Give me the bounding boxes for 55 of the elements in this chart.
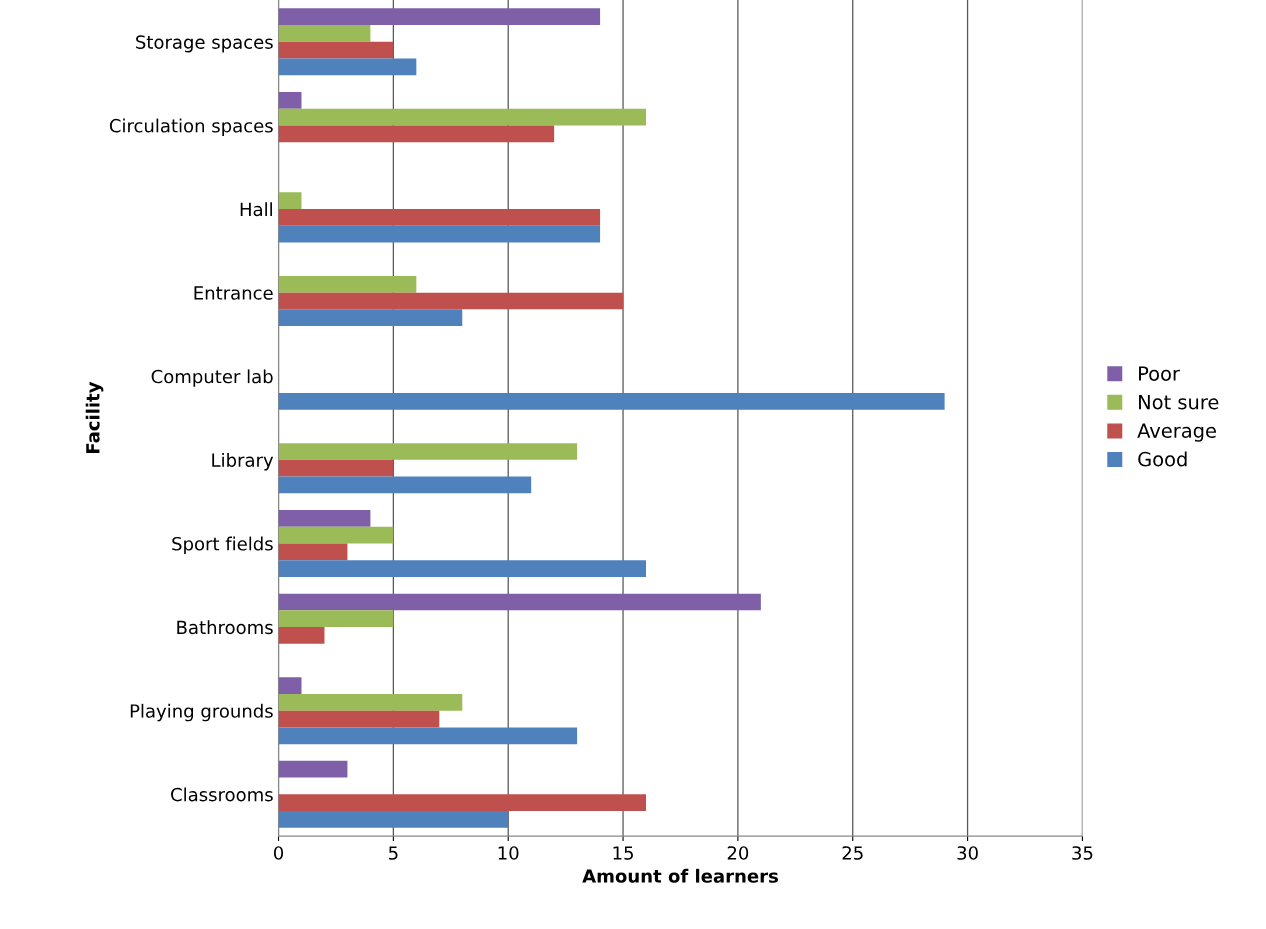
legend-label: Good (1138, 451, 1187, 467)
bar (278, 209, 601, 226)
bar (278, 693, 463, 711)
legend-label: Average (1137, 423, 1216, 442)
bar (278, 593, 761, 611)
bar (278, 677, 302, 694)
y-tick-label: Hall (240, 202, 272, 217)
bar (278, 543, 348, 561)
bar (278, 459, 394, 477)
bar (278, 760, 348, 778)
legend-label: Poor (1139, 366, 1180, 381)
bar (278, 710, 440, 728)
bar (278, 727, 578, 745)
bar (278, 41, 394, 59)
bar (278, 560, 647, 577)
bar (278, 8, 601, 26)
bar (278, 610, 394, 628)
y-tick-label: Classrooms (171, 787, 273, 802)
x-tick-label: 5 (389, 846, 398, 860)
y-tick-label: Computer lab (151, 369, 273, 387)
x-axis-title: Amount of learners (582, 868, 778, 883)
bar (278, 58, 417, 76)
x-tick-label: 25 (842, 846, 863, 860)
bar (278, 811, 509, 828)
bar (278, 292, 624, 310)
y-tick-label: Circulation spaces (109, 118, 273, 137)
bar (278, 392, 945, 410)
bar (278, 526, 394, 544)
y-tick-label: Library (212, 453, 274, 471)
legend-label: Not sure (1139, 394, 1219, 410)
bar (278, 192, 302, 210)
y-tick-label: Entrance (194, 286, 273, 300)
y-tick-label: Sport fields (172, 536, 273, 555)
bar (278, 309, 463, 327)
y-tick-label: Storage spaces (136, 35, 273, 53)
bar (278, 25, 371, 42)
x-tick-label: 10 (498, 846, 519, 860)
bar (278, 108, 647, 126)
y-axis-title: Facility (85, 381, 104, 453)
bar (278, 125, 555, 143)
bar (278, 91, 302, 109)
x-tick-label: 15 (613, 846, 633, 860)
bar (278, 443, 578, 460)
bar (278, 476, 532, 494)
y-tick-label: Playing grounds (130, 703, 273, 722)
x-tick-label: 20 (727, 846, 749, 860)
bar (278, 225, 601, 243)
x-tick-label: 35 (1072, 846, 1093, 860)
x-tick-label: 0 (273, 846, 284, 860)
bar (278, 510, 371, 527)
bar (278, 275, 417, 293)
x-tick-label: 30 (957, 846, 978, 860)
bar (278, 794, 647, 812)
y-tick-label: Bathrooms (177, 620, 273, 635)
bar (278, 627, 325, 644)
